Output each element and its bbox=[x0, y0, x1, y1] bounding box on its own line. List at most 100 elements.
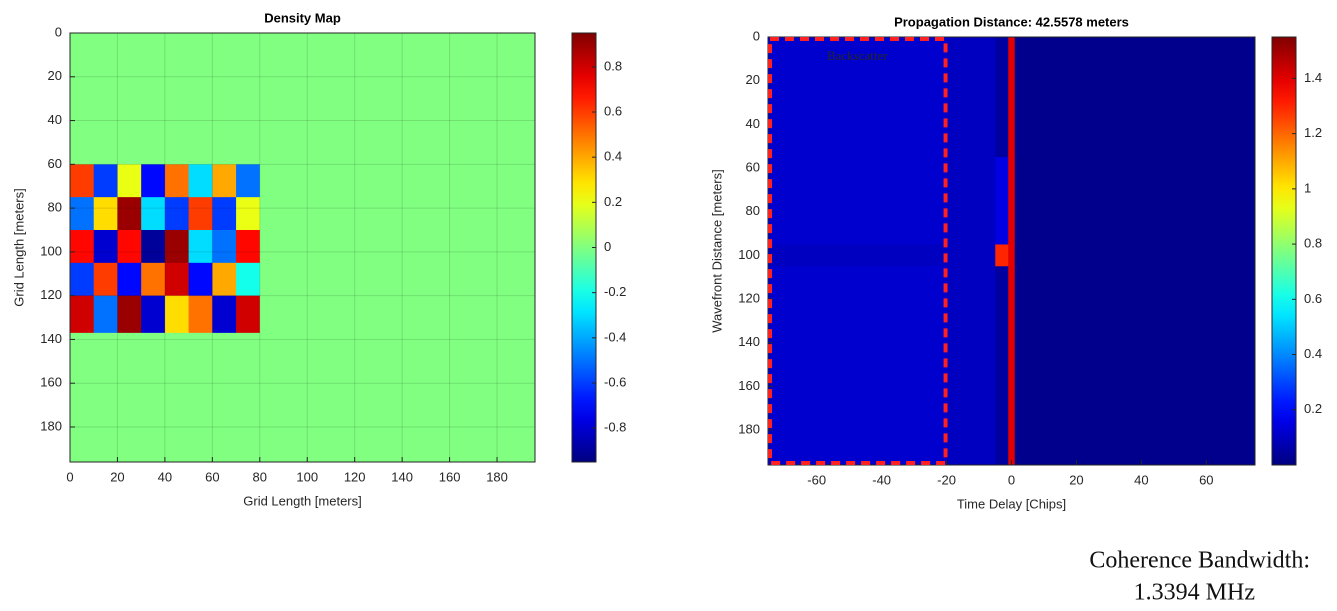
x-tick-label: -40 bbox=[872, 472, 891, 487]
y-tick-label: 100 bbox=[40, 243, 62, 258]
heatmap-cell bbox=[995, 244, 1009, 267]
heatmap-cell bbox=[946, 244, 996, 267]
heatmap-cell bbox=[164, 197, 190, 231]
heatmap-cell bbox=[164, 229, 190, 264]
heatmap-cell bbox=[70, 33, 95, 165]
heatmap-cell bbox=[164, 33, 190, 165]
heatmap-cell bbox=[259, 197, 535, 231]
heatmap-cell bbox=[946, 37, 996, 158]
heatmap-cell bbox=[212, 197, 237, 231]
heatmap-cell bbox=[946, 157, 996, 245]
heatmap-cells bbox=[768, 37, 1255, 465]
heatmap-cell bbox=[141, 197, 166, 231]
chart-title: Density Map bbox=[264, 10, 341, 25]
heatmap-cell bbox=[259, 332, 535, 462]
heatmap-cell bbox=[93, 197, 118, 231]
heatmap-cell bbox=[259, 229, 535, 264]
heatmap-cell bbox=[117, 164, 142, 198]
heatmap-cell bbox=[164, 295, 190, 334]
x-tick-label: 0 bbox=[66, 469, 73, 484]
x-axis-label: Grid Length [meters] bbox=[243, 493, 362, 508]
heatmap-cell bbox=[141, 262, 166, 297]
heatmap-cell bbox=[259, 164, 535, 198]
heatmap-cell bbox=[212, 332, 237, 462]
heatmap-cell bbox=[188, 262, 213, 297]
heatmap-cell bbox=[768, 244, 948, 267]
heatmap-cell bbox=[117, 33, 142, 165]
heatmap-cell bbox=[141, 332, 166, 462]
heatmap-cell bbox=[70, 295, 95, 334]
heatmap-cell bbox=[212, 262, 237, 297]
y-tick-label: 60 bbox=[48, 156, 62, 171]
x-tick-label: 160 bbox=[439, 469, 461, 484]
y-tick-label: 160 bbox=[738, 378, 760, 393]
heatmap-cell bbox=[768, 37, 948, 158]
y-tick-label: 40 bbox=[746, 116, 760, 131]
heatmap-cell bbox=[212, 295, 237, 334]
axes-frame bbox=[767, 36, 1256, 466]
heatmap-cell bbox=[70, 229, 95, 264]
x-axis-label: Time Delay [Chips] bbox=[957, 496, 1066, 511]
heatmap-cell bbox=[946, 266, 996, 465]
x-tick-label: -20 bbox=[937, 472, 956, 487]
y-tick-label: 140 bbox=[40, 331, 62, 346]
heatmap-cell bbox=[117, 332, 142, 462]
heatmap-cell bbox=[117, 197, 142, 231]
heatmap-cell bbox=[93, 33, 118, 165]
x-tick-label: 40 bbox=[158, 469, 172, 484]
heatmap-cell bbox=[259, 295, 535, 334]
y-axis-label: Wavefront Distance [meters] bbox=[709, 169, 724, 333]
colorbar-tick-label: 1.4 bbox=[1304, 70, 1322, 85]
colorbar-tick-label: 0.4 bbox=[604, 149, 622, 164]
caption-line: Coherence Bandwidth: bbox=[1089, 548, 1310, 574]
y-tick-label: 160 bbox=[40, 375, 62, 390]
heatmap-cell bbox=[236, 33, 261, 165]
heatmap-cell bbox=[93, 262, 118, 297]
heatmap-cell bbox=[236, 262, 261, 297]
x-tick-label: 60 bbox=[1199, 472, 1213, 487]
heatmap-cell bbox=[1008, 244, 1016, 267]
x-tick-label: 40 bbox=[1134, 472, 1148, 487]
colorbar-tick-label: 0.2 bbox=[604, 194, 622, 209]
highlight-label: Backscatter bbox=[827, 48, 888, 63]
colorbar bbox=[1271, 36, 1297, 466]
heatmap-cell bbox=[70, 262, 95, 297]
axes-frame bbox=[69, 32, 536, 463]
heatmap-cell bbox=[1014, 244, 1255, 267]
heatmap-cell bbox=[164, 262, 190, 297]
heatmap-cell bbox=[141, 33, 166, 165]
heatmap-cell bbox=[70, 197, 95, 231]
colorbar-tick-label: 0 bbox=[604, 239, 611, 254]
heatmap-cell bbox=[117, 229, 142, 264]
heatmap-cell bbox=[188, 33, 213, 165]
colorbar-tick-label: 1 bbox=[1304, 180, 1311, 195]
x-tick-label: 100 bbox=[296, 469, 318, 484]
heatmap-cell bbox=[164, 164, 190, 198]
y-axis-label: Grid Length [meters] bbox=[11, 188, 26, 307]
heatmap-cell bbox=[768, 157, 948, 245]
heatmap-cell bbox=[236, 295, 261, 334]
heatmap-cell bbox=[188, 164, 213, 198]
y-tick-label: 0 bbox=[753, 28, 760, 43]
y-tick-label: 80 bbox=[746, 203, 760, 218]
heatmap-cell bbox=[1014, 37, 1255, 158]
colorbar-tick-label: -0.2 bbox=[604, 284, 626, 299]
caption-line: 1.3394 MHz bbox=[1134, 580, 1255, 606]
heatmap-cell bbox=[1014, 157, 1255, 245]
x-tick-label: -60 bbox=[807, 472, 826, 487]
heatmap-cell bbox=[236, 229, 261, 264]
heatmap-cell bbox=[768, 266, 948, 465]
y-tick-label: 120 bbox=[738, 290, 760, 305]
y-tick-label: 20 bbox=[746, 72, 760, 87]
heatmap-cell bbox=[995, 266, 1009, 465]
heatmap-cell bbox=[188, 197, 213, 231]
heatmap-cell bbox=[117, 262, 142, 297]
colorbar-tick-label: 0.8 bbox=[604, 58, 622, 73]
y-tick-label: 40 bbox=[48, 112, 62, 127]
chart-title: Propagation Distance: 42.5578 meters bbox=[894, 14, 1129, 29]
colorbar-tick-label: -0.4 bbox=[604, 329, 626, 344]
heatmap-cell bbox=[188, 295, 213, 334]
heatmap-cell bbox=[259, 33, 535, 165]
heatmap-cell bbox=[1008, 157, 1016, 245]
